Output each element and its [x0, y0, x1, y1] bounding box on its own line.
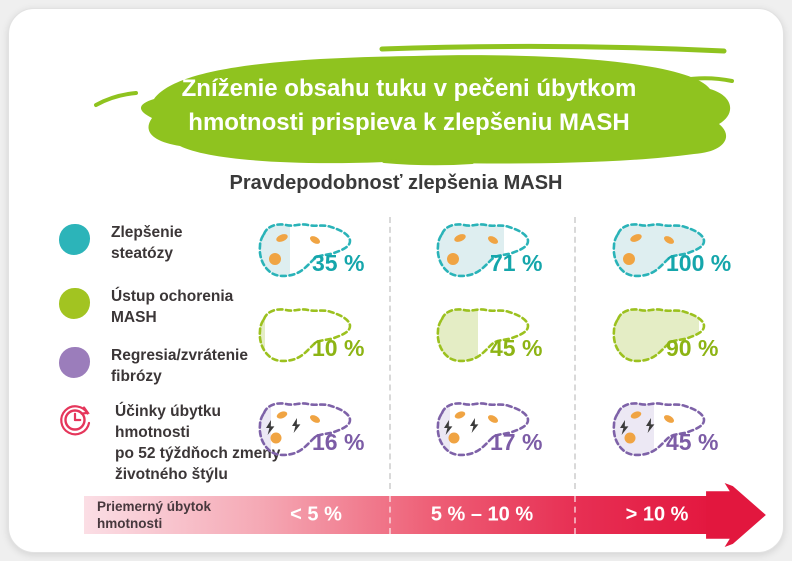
column-separator [389, 217, 391, 489]
page-title-line1: Zníženie obsahu tuku v pečeni úbytkom [181, 75, 637, 102]
liver-icon [612, 223, 706, 278]
cell-mash-gt10: 90 % [609, 304, 764, 370]
cell-steatosis-5to10: 71 % [433, 219, 588, 285]
percent-label: 35 % [312, 250, 365, 276]
paint-splash-shape [94, 43, 734, 166]
legend-item-steatosis: Zlepšenie steatózy [59, 222, 183, 264]
percent-label: 10 % [312, 335, 365, 361]
liver-icon [258, 308, 352, 363]
legend-item-fibrosis: Regresia/zvrátenie fibrózy [59, 345, 248, 387]
cell-fibrosis-lt5: 16 % [255, 398, 410, 464]
axis-title: Priemerný úbytok hmotnosti [97, 499, 212, 531]
legend-label: Účinky úbytku hmotnosti po 52 týždňoch z… [115, 403, 281, 483]
liver-icon [436, 308, 530, 363]
liver-icon [612, 402, 706, 457]
clock-icon [56, 401, 94, 439]
liver-icon [258, 223, 352, 278]
legend-label: Zlepšenie steatózy [111, 224, 183, 262]
cell-steatosis-gt10: 100 % [609, 219, 764, 285]
fat-spots [448, 411, 499, 444]
cell-fibrosis-gt10: 45 % [609, 398, 764, 464]
cell-fibrosis-5to10: 17 % [433, 398, 588, 464]
cell-steatosis-lt5: 35 % [255, 219, 410, 285]
cell-mash-5to10: 45 % [433, 304, 588, 370]
section-subtitle: Pravdepodobnosť zlepšenia MASH [229, 172, 563, 194]
cell-mash-lt5: 10 % [255, 304, 410, 370]
axis-category-gt10: > 10 % [625, 503, 689, 526]
fat-spots [623, 234, 675, 265]
percent-label: 16 % [312, 429, 365, 455]
percent-label: 45 % [490, 335, 543, 361]
liver-icon [436, 223, 530, 278]
column-separator [574, 217, 576, 489]
fat-spots [270, 411, 321, 444]
axis-category-5to10: 5 % – 10 % [430, 503, 534, 526]
axis-separator [389, 496, 391, 534]
page-title: Zníženie obsahu tuku v pečeni úbytkom hm… [84, 43, 734, 167]
teal-dot-icon [59, 224, 90, 255]
page-title-line2: hmotnosti prispieva k zlepšeniu MASH [188, 109, 630, 136]
axis-category-lt5: < 5 % [290, 503, 342, 526]
lightning-icons [266, 418, 301, 435]
liver-icon [258, 402, 352, 457]
fat-spots [447, 234, 499, 265]
infographic-card: Zníženie obsahu tuku v pečeni úbytkom hm… [8, 8, 784, 553]
liver-icon [436, 402, 530, 457]
percent-label: 90 % [666, 335, 719, 361]
axis-separator [574, 496, 576, 534]
green-dot-icon [59, 288, 90, 319]
legend-label: Ústup ochorenia MASH [111, 288, 234, 326]
percent-label: 17 % [490, 429, 543, 455]
percent-label: 71 % [490, 250, 543, 276]
percent-label: 100 % [666, 250, 732, 276]
lightning-icons [620, 418, 655, 435]
fat-spots [269, 234, 321, 265]
legend-label: Regresia/zvrátenie fibrózy [111, 347, 248, 385]
legend-item-weight-loss-effects: Účinky úbytku hmotnosti po 52 týždňoch z… [59, 401, 280, 485]
title-banner: Zníženie obsahu tuku v pečeni úbytkom hm… [84, 43, 734, 167]
lightning-icons [444, 418, 479, 435]
legend-item-mash: Ústup ochorenia MASH [59, 286, 233, 328]
fat-spots [624, 411, 675, 444]
weight-loss-axis: Priemerný úbytok hmotnosti < 5 % 5 % – 1… [84, 496, 712, 534]
purple-dot-icon [59, 347, 90, 378]
arrow-head-icon [706, 483, 766, 547]
percent-label: 45 % [666, 429, 719, 455]
liver-icon [612, 308, 706, 363]
